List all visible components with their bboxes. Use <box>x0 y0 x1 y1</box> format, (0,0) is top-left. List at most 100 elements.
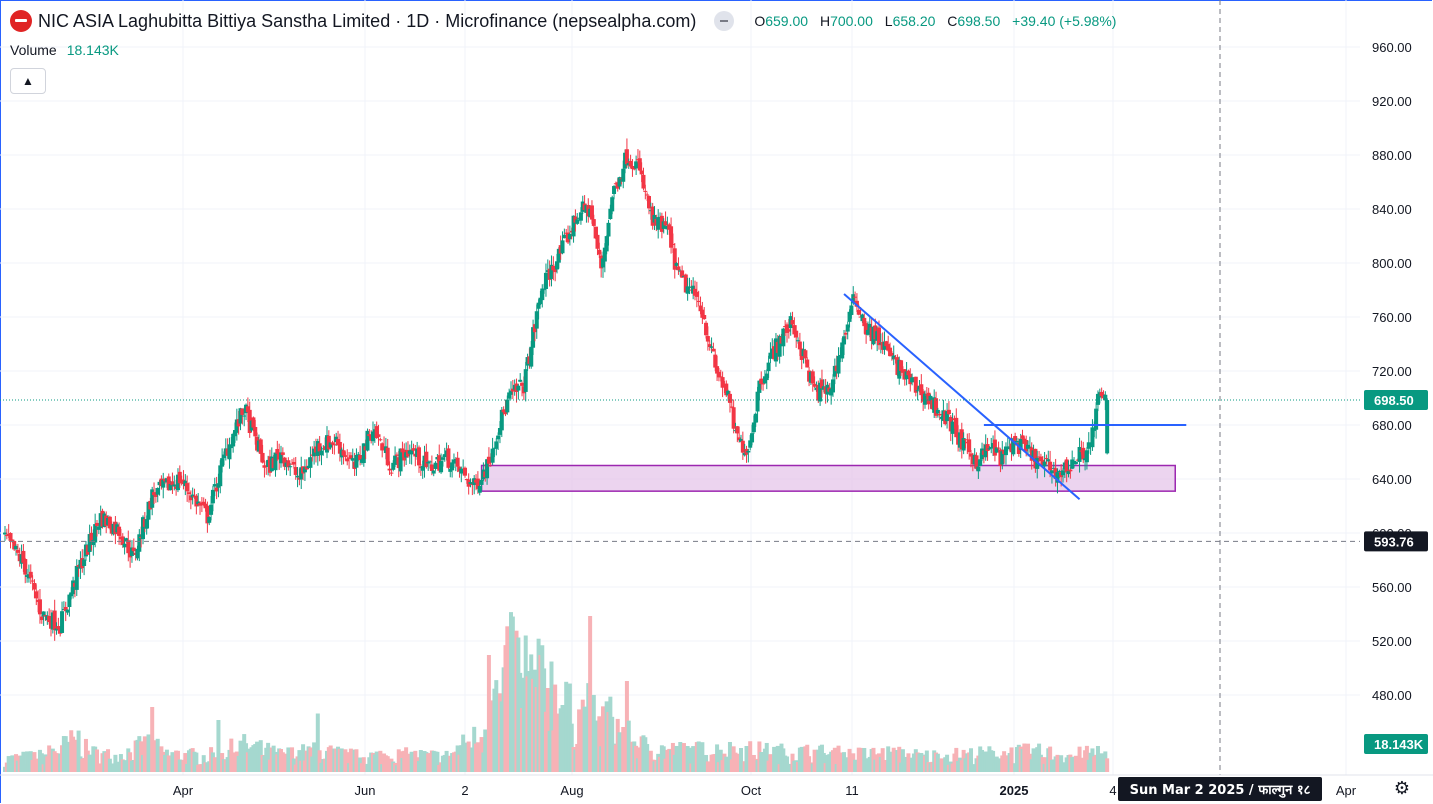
candle[interactable] <box>687 286 692 288</box>
candle[interactable] <box>41 611 46 617</box>
candle[interactable] <box>1064 459 1069 473</box>
candle[interactable] <box>709 346 714 348</box>
candle[interactable] <box>205 505 210 524</box>
candle[interactable] <box>531 327 536 348</box>
candle[interactable] <box>935 409 940 414</box>
candle[interactable] <box>766 362 771 372</box>
candle[interactable] <box>652 214 657 223</box>
candle[interactable] <box>520 382 525 386</box>
candle[interactable] <box>937 413 942 416</box>
candle[interactable] <box>996 447 1001 449</box>
candle[interactable] <box>567 234 572 240</box>
candle[interactable] <box>591 219 596 226</box>
candle[interactable] <box>739 438 743 442</box>
candle[interactable] <box>194 495 199 507</box>
candle[interactable] <box>845 324 850 332</box>
candle[interactable] <box>380 443 385 451</box>
candle[interactable] <box>135 548 140 559</box>
candle[interactable] <box>1000 451 1005 465</box>
candle[interactable] <box>518 379 523 382</box>
candle[interactable] <box>56 626 61 630</box>
candle[interactable] <box>805 359 810 368</box>
candle[interactable] <box>516 385 521 391</box>
candle[interactable] <box>945 411 950 422</box>
candle[interactable] <box>540 288 545 301</box>
candle[interactable] <box>74 565 79 590</box>
candle[interactable] <box>172 484 177 487</box>
candle[interactable] <box>23 559 28 575</box>
candle[interactable] <box>376 434 381 437</box>
candle[interactable] <box>394 454 399 456</box>
candle[interactable] <box>28 571 33 578</box>
candle[interactable] <box>507 392 512 399</box>
symbol-logo[interactable] <box>10 10 32 32</box>
candle[interactable] <box>656 217 661 230</box>
candle[interactable] <box>446 448 451 468</box>
candle[interactable] <box>843 332 848 335</box>
candle[interactable] <box>253 426 258 437</box>
candle[interactable] <box>645 194 650 196</box>
candle[interactable] <box>37 599 42 615</box>
candle[interactable] <box>994 447 999 453</box>
candle[interactable] <box>409 449 414 455</box>
candle[interactable] <box>1038 456 1043 462</box>
candle[interactable] <box>34 591 39 599</box>
candle[interactable] <box>212 484 217 487</box>
candle[interactable] <box>497 428 502 435</box>
candle[interactable] <box>718 376 723 378</box>
candle[interactable] <box>455 457 460 467</box>
candle[interactable] <box>509 390 513 395</box>
candle[interactable] <box>639 170 644 175</box>
candle[interactable] <box>328 442 333 448</box>
candle[interactable] <box>168 483 173 491</box>
candle[interactable] <box>207 517 212 523</box>
candle[interactable] <box>643 190 648 192</box>
candle[interactable] <box>610 197 615 212</box>
candle[interactable] <box>358 454 363 461</box>
candle[interactable] <box>602 247 607 262</box>
candle[interactable] <box>214 487 219 492</box>
candle[interactable] <box>141 517 145 540</box>
candle[interactable] <box>242 415 247 417</box>
candle[interactable] <box>1077 446 1082 462</box>
candle[interactable] <box>122 543 127 548</box>
candle[interactable] <box>847 311 852 322</box>
candle[interactable] <box>1073 461 1078 465</box>
candle[interactable] <box>177 471 182 484</box>
candle[interactable] <box>637 158 642 171</box>
candle[interactable] <box>155 487 160 495</box>
candle[interactable] <box>716 371 721 378</box>
candle[interactable] <box>288 466 293 468</box>
candle[interactable] <box>755 391 760 412</box>
candle[interactable] <box>630 165 635 170</box>
candle[interactable] <box>731 407 736 429</box>
candle[interactable] <box>1048 461 1053 471</box>
candle[interactable] <box>538 297 543 305</box>
candle[interactable] <box>150 489 155 508</box>
candle[interactable] <box>543 272 548 289</box>
candle[interactable] <box>669 226 674 248</box>
candle[interactable] <box>904 371 909 380</box>
candle[interactable] <box>967 439 972 453</box>
candle[interactable] <box>89 532 94 542</box>
candle[interactable] <box>790 320 795 325</box>
candle[interactable] <box>899 360 904 371</box>
candle[interactable] <box>187 492 191 494</box>
candle[interactable] <box>794 330 799 338</box>
candle[interactable] <box>923 393 927 405</box>
candle[interactable] <box>1068 469 1073 472</box>
candle[interactable] <box>371 431 375 442</box>
candle[interactable] <box>15 549 20 553</box>
candle[interactable] <box>680 270 685 278</box>
candle[interactable] <box>146 501 151 520</box>
candle[interactable] <box>1011 438 1016 455</box>
candle[interactable] <box>293 467 298 475</box>
candle[interactable] <box>450 462 455 471</box>
candle[interactable] <box>1081 447 1086 460</box>
candle[interactable] <box>624 149 629 165</box>
candle[interactable] <box>433 462 438 469</box>
candle[interactable] <box>10 539 15 542</box>
candle[interactable] <box>720 377 725 388</box>
candle[interactable] <box>647 196 651 209</box>
candle[interactable] <box>860 314 865 322</box>
